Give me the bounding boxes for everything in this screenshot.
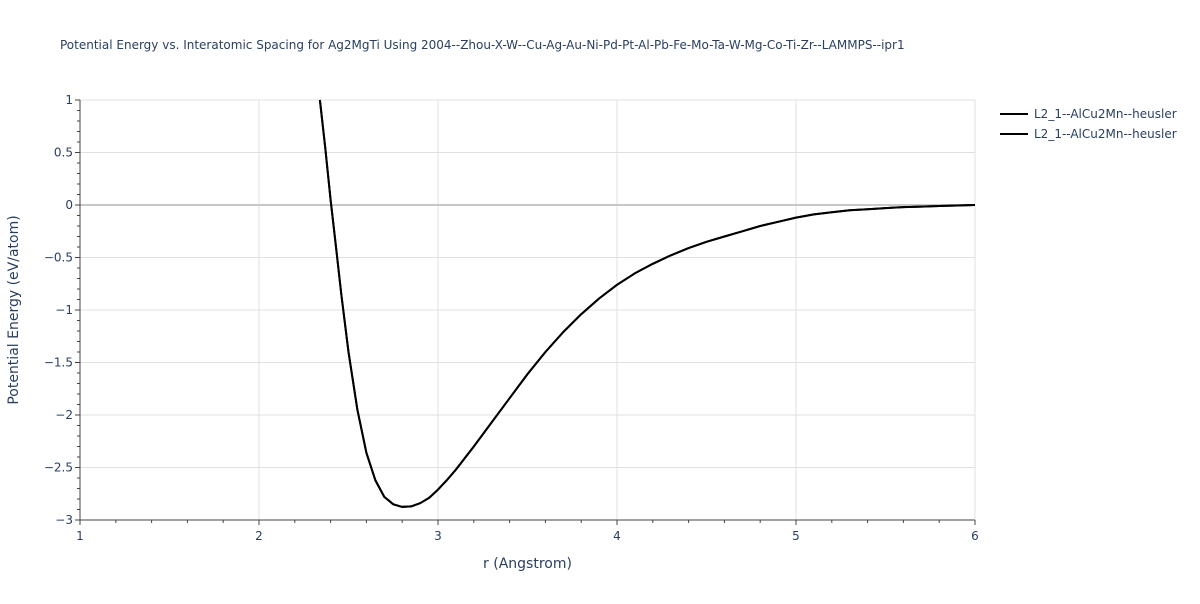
legend: L2_1--AlCu2Mn--heusler L2_1--AlCu2Mn--heu…	[1000, 107, 1177, 141]
y-tick-label: −2.5	[44, 461, 73, 475]
x-tick-label: 1	[76, 529, 84, 543]
y-tick-label: 1	[65, 93, 73, 107]
y-tick-label: −1	[55, 303, 73, 317]
grid-layer	[80, 99, 976, 520]
axis-layer: 1 2 3 4 5 6 1 0.5 0 −0.5 −1 −1.5 −2 −2.5 −3	[44, 93, 979, 543]
x-tick-label: 6	[971, 529, 979, 543]
chart-title: Potential Energy vs. Interatomic Spacing…	[60, 38, 905, 52]
x-axis-title: r (Angstrom)	[483, 556, 572, 572]
y-tick-label: 0	[65, 198, 73, 212]
y-tick-label: −2	[55, 408, 73, 422]
x-tick-label: 4	[613, 529, 621, 543]
y-tick-label: −1.5	[44, 356, 73, 370]
x-tick-label: 3	[434, 529, 442, 543]
x-tick-label: 5	[792, 529, 800, 543]
y-tick-label: −3	[55, 513, 73, 527]
x-tick-label: 2	[255, 529, 263, 543]
legend-label: L2_1--AlCu2Mn--heusler	[1034, 127, 1177, 141]
series-line	[318, 99, 976, 508]
series-layer	[318, 99, 976, 508]
y-tick-label: 0.5	[54, 146, 73, 160]
y-tick-label: −0.5	[44, 251, 73, 265]
legend-label: L2_1--AlCu2Mn--heusler	[1034, 107, 1177, 121]
y-axis-title: Potential Energy (eV/atom)	[6, 215, 22, 404]
